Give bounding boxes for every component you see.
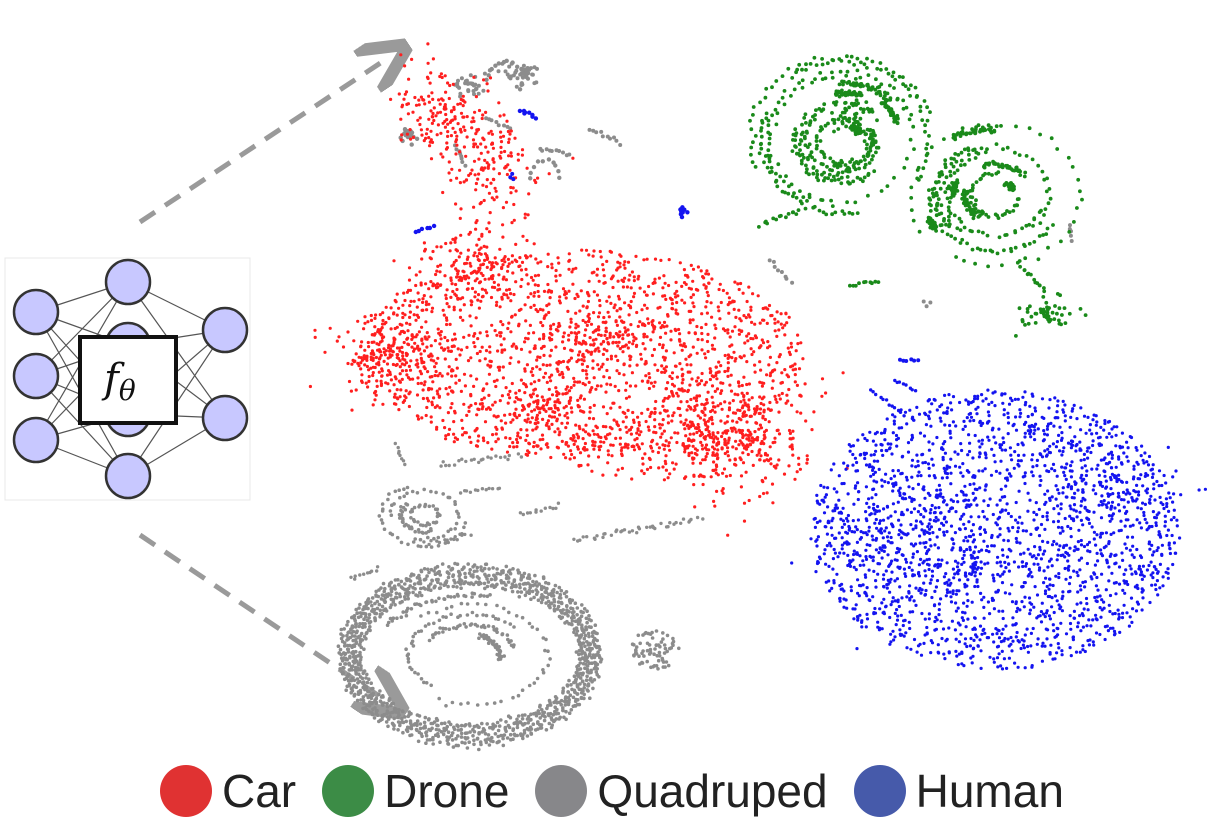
cluster-car <box>308 42 849 537</box>
legend-item-quadruped: Quadruped <box>535 764 828 818</box>
cluster-human <box>413 108 1207 671</box>
projection-arrow-top <box>138 58 388 225</box>
legend-label-drone: Drone <box>384 765 510 817</box>
legend: Car Drone Quadruped Human <box>160 758 1220 824</box>
legend-item-human: Human <box>853 764 1064 818</box>
legend-swatch-car <box>160 765 212 817</box>
legend-label-car: Car <box>222 765 297 817</box>
neural-network-icon: fθ <box>4 257 251 501</box>
legend-swatch-human <box>853 765 906 817</box>
legend-item-car: Car <box>160 764 296 818</box>
legend-label-quadruped: Quadruped <box>597 765 828 817</box>
legend-swatch-quadruped <box>535 765 588 817</box>
legend-swatch-drone <box>322 765 375 817</box>
cluster-drone <box>748 54 1088 338</box>
legend-label-human: Human <box>915 765 1064 817</box>
legend-item-drone: Drone <box>322 764 509 818</box>
embedding-scatter <box>308 42 1207 752</box>
cluster-quadruped <box>336 58 1074 752</box>
function-box <box>78 335 178 425</box>
